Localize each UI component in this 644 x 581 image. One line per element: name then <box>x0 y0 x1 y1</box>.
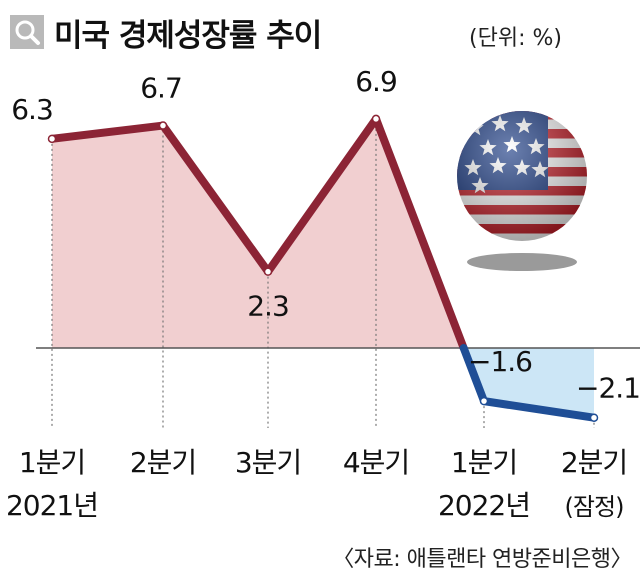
chart-title-bar: 미국 경제성장률 추이 <box>10 10 322 54</box>
data-label: −2.1 <box>576 372 640 405</box>
data-label: 6.3 <box>11 93 53 126</box>
data-point <box>589 413 599 422</box>
data-point <box>371 114 381 124</box>
data-label: 2.3 <box>247 290 289 323</box>
data-point <box>158 121 168 130</box>
x-tick-label: 1분기 <box>451 446 517 479</box>
chart-title: 미국 경제성장률 추이 <box>54 17 322 54</box>
x-tick-sublabel: (잠정) <box>565 493 624 521</box>
x-tick-label: 1분기 <box>19 446 85 479</box>
us-flag-ball-icon <box>450 111 600 271</box>
data-label: −1.6 <box>468 345 532 378</box>
search-icon <box>10 15 44 49</box>
x-tick-label: 2분기 <box>130 446 196 479</box>
data-point <box>47 134 57 144</box>
x-tick-label: 4분기 <box>343 446 409 479</box>
unit-label: (단위: %) <box>469 26 562 51</box>
data-label: 6.7 <box>140 72 182 105</box>
x-tick-label: 3분기 <box>235 446 301 479</box>
x-tick-sublabel: 2021년 <box>6 489 98 522</box>
x-tick-sublabel: 2022년 <box>438 489 530 522</box>
x-tick-label: 2분기 <box>561 446 627 479</box>
data-label: 6.9 <box>355 65 397 98</box>
data-point <box>479 396 489 406</box>
positive-area <box>52 118 464 348</box>
ball-shadow <box>467 253 577 271</box>
ball-shading <box>457 111 587 241</box>
flag-stripe <box>450 243 600 253</box>
source-note: 〈자료: 애틀랜타 연방준비은행〉 <box>332 547 632 572</box>
data-point <box>263 267 273 276</box>
